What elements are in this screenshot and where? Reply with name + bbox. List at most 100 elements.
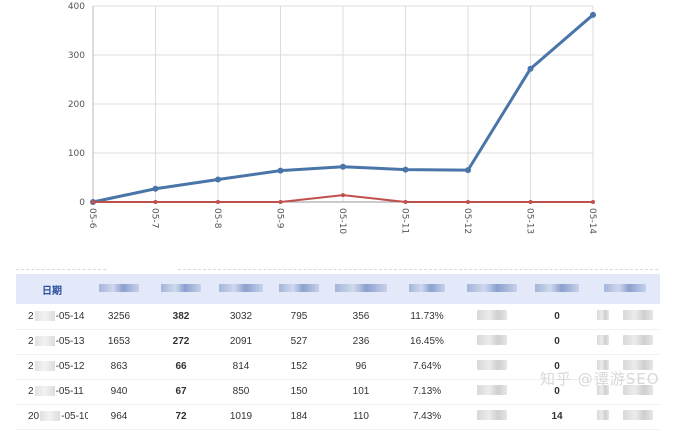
series-2-point — [591, 200, 595, 204]
redacted-date-part — [34, 311, 55, 322]
date-suffix: -05-14 — [55, 310, 85, 322]
value-cell: 0 — [554, 386, 560, 397]
line-chart: 0 100 200 300 400 05-6 05-7 05-8 05-9 05-10 05-11 0… — [68, 2, 597, 234]
series-1-point — [340, 163, 346, 170]
x-tick-label: 05-12 — [462, 208, 472, 234]
divider-right — [178, 269, 658, 270]
series-2-point — [153, 200, 158, 204]
date-cell: 2 -05-14 — [16, 304, 88, 329]
value-cell: 0 — [554, 310, 560, 322]
table-row: 2 -05-14 3256 382 3032 795 356 11.73% 0 — [16, 304, 660, 329]
column-header-blurred — [270, 274, 328, 304]
table-row: 2 -05-12 863 66 814 152 96 7.64% 0 — [16, 354, 660, 379]
date-suffix: -05-11 — [55, 386, 84, 397]
value-cell: 814 — [232, 361, 250, 372]
x-tick-label: 05-10 — [337, 208, 347, 234]
series-2-point — [403, 200, 408, 204]
column-header-blurred — [150, 274, 212, 304]
y-tick-label: 200 — [68, 100, 85, 110]
date-suffix: -05-13 — [55, 336, 85, 347]
value-cell: 940 — [110, 386, 128, 397]
date-cell: 2 -05-13 — [16, 329, 88, 354]
value-cell: 382 — [172, 310, 190, 322]
redacted-cell — [590, 354, 660, 379]
redacted-cell — [460, 329, 524, 354]
value-cell: 527 — [290, 336, 308, 347]
column-header-blurred — [590, 274, 660, 304]
series-1-point — [590, 11, 596, 18]
value-cell: 3032 — [229, 310, 253, 322]
value-cell: 3256 — [107, 310, 131, 322]
table-header-row: 日期 — [16, 274, 660, 304]
series-1-point — [527, 65, 534, 72]
series-2-point — [341, 193, 345, 198]
percent-cell: 7.13% — [412, 386, 442, 397]
percent-cell: 16.45% — [410, 336, 444, 347]
divider-left — [16, 269, 106, 270]
column-header-blurred — [460, 274, 524, 304]
column-header-blurred — [88, 274, 150, 304]
redacted-date-part — [34, 386, 55, 397]
value-cell: 850 — [232, 386, 250, 397]
series-2-point — [278, 200, 283, 204]
value-cell: 0 — [554, 336, 560, 347]
value-cell: 96 — [355, 361, 367, 372]
date-suffix: -05-10 — [61, 411, 88, 422]
y-tick-label: 0 — [79, 198, 85, 208]
series-1-point — [402, 166, 409, 173]
x-tick-label: 05-6 — [87, 208, 97, 229]
series-2-point — [528, 200, 533, 204]
series-1-point — [215, 176, 221, 183]
percent-cell: 7.64% — [412, 361, 442, 372]
stats-table: 日期 2 -05-14 3256 382 3032 795 356 11.73% 0 2 -05-1… — [16, 274, 660, 430]
table-row: 2 -05-11 940 67 850 150 101 7.13% 0 — [16, 379, 660, 404]
value-cell: 356 — [352, 310, 370, 322]
value-cell: 0 — [554, 361, 560, 372]
column-header-blurred — [524, 274, 590, 304]
value-cell: 152 — [290, 361, 308, 372]
series-2-point — [91, 200, 95, 204]
series-2-point — [466, 200, 470, 204]
value-cell: 150 — [290, 386, 308, 397]
watermark: 知乎 @谭游SEO — [540, 370, 660, 388]
redacted-date-part — [34, 336, 55, 347]
x-tick-label: 05-13 — [525, 208, 535, 234]
series-1-point — [152, 185, 159, 192]
series-2-point — [216, 200, 220, 204]
date-prefix: 20 — [28, 411, 40, 422]
redacted-date-part — [40, 411, 61, 422]
line-chart-svg: 0 100 200 300 400 05-6 05-7 05-8 05-9 05-10 05-11 0… — [68, 2, 597, 234]
column-header-blurred — [394, 274, 460, 304]
y-tick-label: 300 — [68, 51, 85, 61]
series-1-point — [465, 167, 471, 174]
value-cell: 863 — [110, 361, 128, 372]
date-prefix: 2 — [28, 386, 34, 397]
value-cell: 795 — [290, 310, 308, 322]
y-tick-label: 400 — [68, 2, 85, 12]
stats-table-container: 日期 2 -05-14 3256 382 3032 795 356 11.73% 0 2 -05-1… — [16, 274, 660, 430]
redacted-cell — [590, 329, 660, 354]
redacted-cell — [460, 304, 524, 329]
redacted-date-part — [34, 361, 55, 372]
value-cell: 272 — [172, 336, 190, 347]
table-row: 2 -05-13 1653 272 2091 527 236 16.45% 0 — [16, 329, 660, 354]
date-cell: 2 -05-11 — [16, 379, 88, 404]
value-cell: 101 — [352, 386, 370, 397]
x-tick-label: 05-14 — [587, 208, 597, 234]
value-cell: 236 — [352, 336, 370, 347]
y-tick-label: 100 — [68, 149, 85, 159]
column-header-blurred — [328, 274, 394, 304]
percent-cell: 11.73% — [410, 310, 444, 322]
date-prefix: 2 — [28, 361, 34, 372]
redacted-cell — [590, 379, 660, 404]
series-1-point — [277, 167, 284, 174]
date-cell: 2 -05-12 — [16, 354, 88, 379]
x-tick-label: 05-8 — [212, 208, 222, 229]
value-cell: 2091 — [229, 336, 253, 347]
x-tick-label: 05-9 — [275, 208, 285, 229]
date-prefix: 2 — [28, 310, 34, 322]
redacted-cell — [590, 304, 660, 329]
redacted-cell — [460, 379, 524, 404]
column-header-blurred — [212, 274, 270, 304]
date-suffix: -05-12 — [55, 361, 85, 372]
